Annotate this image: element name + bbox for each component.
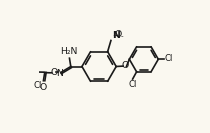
Text: -: - [120,33,123,39]
Text: Cl: Cl [129,80,137,89]
Text: Cl: Cl [34,81,42,90]
Text: N: N [56,69,63,78]
Text: O: O [40,83,47,92]
Text: H₂N: H₂N [60,47,77,56]
Text: O: O [121,61,128,70]
Text: O: O [115,30,122,39]
Text: O: O [50,68,57,76]
Text: N: N [112,31,119,40]
Text: +: + [113,33,118,39]
Text: Cl: Cl [164,54,172,63]
